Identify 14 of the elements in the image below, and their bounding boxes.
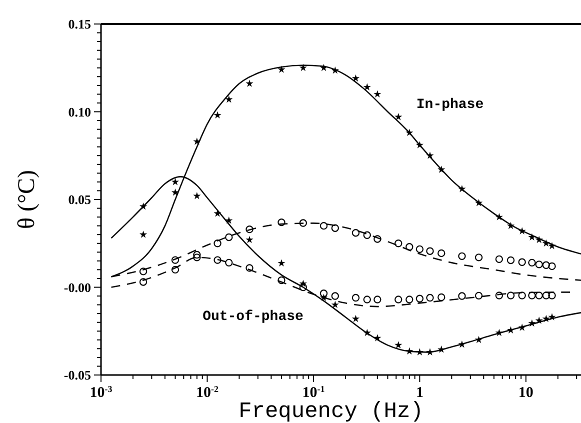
x-tick-label: 10 [518, 385, 534, 401]
y-tick-label: 0.10 [68, 104, 91, 120]
x-tick-label: 10$^{-2}$ [196, 384, 219, 401]
y-tick-label: 0.05 [68, 192, 92, 208]
x-tick-label: 10$^{-3}$ [90, 384, 113, 401]
annotation: In-phase [416, 97, 484, 113]
y-tick-label: -0.00 [64, 280, 91, 295]
y-tick-label: 0.15 [68, 16, 92, 32]
annotation: Out-of-phase [202, 309, 304, 325]
x-tick-label: 10$^{-1}$ [302, 384, 326, 401]
y-tick-label: -0.05 [64, 368, 92, 383]
x-tick-label: 1 [416, 385, 424, 401]
y-axis-title: θ (°C) [14, 170, 40, 230]
x-axis-title: Frequency (Hz) [238, 399, 424, 423]
